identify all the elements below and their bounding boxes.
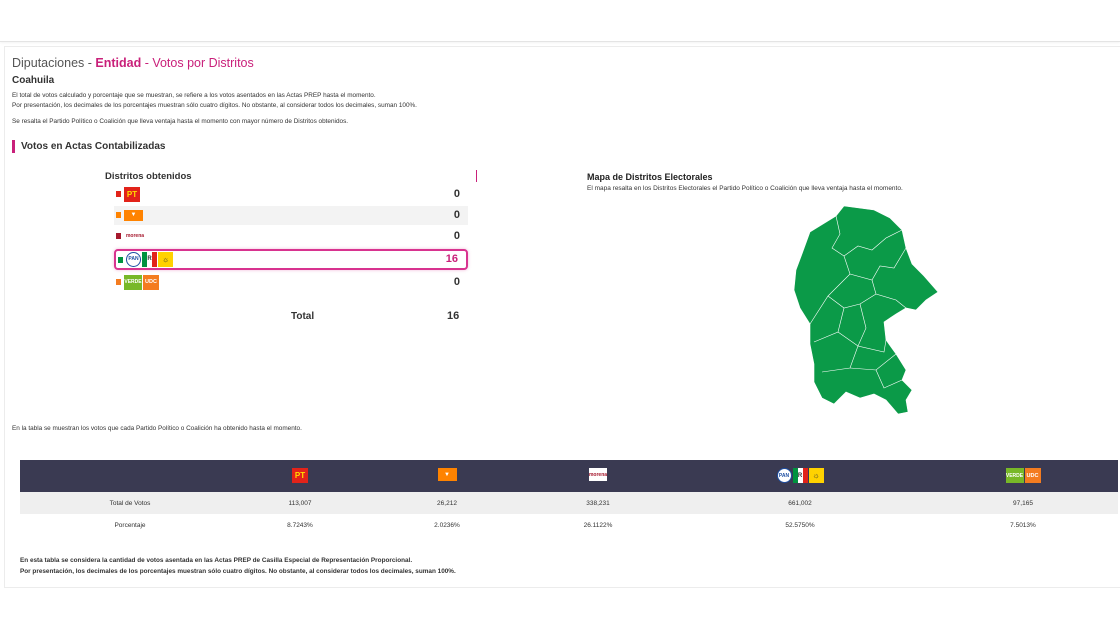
morena-logo-icon: morena (124, 232, 146, 240)
district-count: 0 (453, 209, 460, 221)
note-highlight: Se resalta el Partido Político o Coalici… (12, 118, 349, 125)
prd-logo-icon: ☼ (808, 468, 824, 483)
footer-note-1: En esta tabla se considera la cantidad d… (20, 557, 413, 564)
note-decimals: Por presentación, los decimales de los p… (12, 102, 417, 109)
top-bar (0, 0, 1120, 42)
party-color-swatch (116, 212, 121, 218)
votes-table: PT ▼ morena PAN R ☼ VERDE UDC Total de V… (20, 460, 1118, 536)
cell-pt: 113,007 (288, 499, 312, 507)
total-value: 16 (447, 310, 460, 322)
district-count: 0 (453, 230, 460, 242)
pan-logo-icon: PAN (776, 468, 792, 483)
cell-morena: 26.1122% (583, 521, 613, 529)
divider (476, 170, 477, 182)
party-color-swatch (116, 279, 121, 285)
footer-note-2: Por presentación, los decimales de los p… (20, 568, 456, 575)
party-color-swatch (118, 257, 123, 263)
title-section: Diputaciones - (12, 56, 96, 70)
header-mc: ▼ (429, 468, 465, 484)
udc-logo-icon: UDC (143, 274, 159, 290)
header-morena: morena (580, 468, 616, 484)
verde-logo-icon: VERDE (1005, 468, 1024, 483)
cell-morena: 338,231 (586, 499, 610, 507)
district-row-verde-udc: VERDE UDC 0 (114, 273, 468, 292)
district-row-morena: morena 0 (114, 227, 468, 246)
cell-mc: 2.0236% (434, 521, 460, 529)
row-label: Porcentaje (114, 521, 146, 529)
verde-logo-icon: VERDE (124, 274, 142, 290)
title-view: - Votos por Distritos (141, 56, 254, 70)
pri-logo-icon: R (792, 468, 808, 483)
district-count: 16 (445, 253, 458, 265)
pt-logo-icon: PT (124, 186, 140, 202)
title-entity: Entidad (95, 56, 142, 70)
table-row-votes: Total de Votos 113,007 26,212 338,231 66… (20, 492, 1118, 514)
district-borders (809, 215, 907, 389)
cell-mc: 26,212 (437, 499, 457, 507)
party-color-swatch (116, 233, 121, 239)
map-title: Mapa de Distritos Electorales (587, 172, 713, 182)
mc-logo-icon: ▼ (124, 209, 143, 221)
cell-pan-pri-prd: 52.5750% (785, 521, 815, 529)
coahuila-district-map[interactable] (788, 204, 940, 416)
state-name: Coahuila (12, 75, 55, 86)
district-row-mc: ▼ 0 (114, 206, 468, 225)
cell-pan-pri-prd: 661,002 (788, 499, 812, 507)
table-row-percent: Porcentaje 8.7243% 2.0236% 26.1122% 52.5… (20, 514, 1118, 536)
cell-verde-udc: 97,165 (1013, 499, 1033, 507)
pt-logo-icon: PT (292, 468, 308, 483)
pan-logo-icon: PAN (126, 251, 141, 267)
header-pan-pri-prd: PAN R ☼ (768, 468, 832, 484)
mc-logo-icon: ▼ (437, 468, 457, 481)
section-title: Votos en Actas Contabilizadas (12, 140, 165, 153)
cell-verde-udc: 7.5013% (1010, 521, 1036, 529)
table-header: PT ▼ morena PAN R ☼ VERDE UDC (20, 460, 1118, 492)
header-verde-udc: VERDE UDC (1003, 468, 1043, 484)
districts-title: Distritos obtenidos (105, 171, 192, 182)
morena-logo-icon: morena (589, 468, 607, 481)
page-title: Diputaciones - Entidad - Votos por Distr… (12, 56, 254, 70)
note-votes: El total de votos calculado y porcentaje… (12, 92, 376, 99)
header-pt: PT (285, 468, 315, 484)
total-label: Total (291, 311, 315, 322)
cell-pt: 8.7243% (287, 521, 313, 529)
district-row-pan-pri-prd: PAN R ☼ 16 (114, 249, 468, 270)
prd-logo-icon: ☼ (158, 251, 173, 267)
table-note: En la tabla se muestran los votos que ca… (12, 425, 302, 432)
pri-logo-icon: R (142, 251, 157, 267)
party-color-swatch (116, 191, 121, 197)
district-row-pt: PT 0 (114, 185, 468, 204)
district-count: 0 (453, 188, 460, 200)
map-description: El mapa resalta en los Distritos Elector… (587, 185, 903, 192)
udc-logo-icon: UDC (1024, 468, 1041, 483)
district-count: 0 (453, 276, 460, 288)
row-label: Total de Votos (109, 499, 151, 507)
state-outline[interactable] (793, 205, 939, 415)
